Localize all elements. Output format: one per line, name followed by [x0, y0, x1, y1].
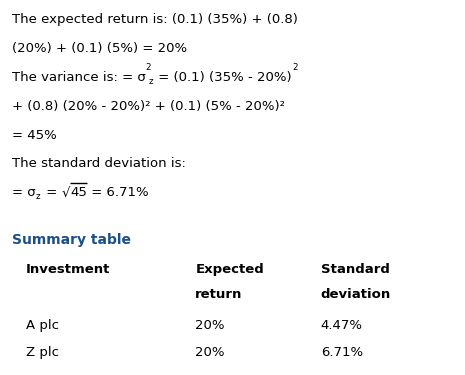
Text: return: return	[195, 288, 243, 301]
Text: Z plc: Z plc	[26, 346, 59, 359]
Text: =: =	[42, 186, 61, 200]
Text: 4.47%: 4.47%	[321, 319, 363, 332]
Text: √: √	[61, 186, 70, 200]
Text: = σ: = σ	[12, 186, 35, 200]
Text: Summary table: Summary table	[12, 232, 131, 247]
Text: = 6.71%: = 6.71%	[87, 186, 149, 200]
Text: 2: 2	[146, 63, 151, 72]
Text: Expected: Expected	[195, 263, 264, 276]
Text: The expected return is: (0.1) (35%) + (0.8): The expected return is: (0.1) (35%) + (0…	[12, 13, 298, 26]
Text: A plc: A plc	[26, 319, 59, 332]
Text: + (0.8) (20% - 20%)² + (0.1) (5% - 20%)²: + (0.8) (20% - 20%)² + (0.1) (5% - 20%)²	[12, 100, 285, 113]
Text: The variance is: = σ: The variance is: = σ	[12, 71, 146, 84]
Text: deviation: deviation	[321, 288, 391, 301]
Text: z: z	[35, 192, 40, 201]
Text: 6.71%: 6.71%	[321, 346, 363, 359]
Text: = 45%: = 45%	[12, 129, 56, 142]
Text: 20%: 20%	[195, 346, 225, 359]
Text: Standard: Standard	[321, 263, 390, 276]
Text: 45: 45	[70, 186, 87, 200]
Text: (20%) + (0.1) (5%) = 20%: (20%) + (0.1) (5%) = 20%	[12, 42, 187, 55]
Text: Investment: Investment	[26, 263, 110, 276]
Text: 20%: 20%	[195, 319, 225, 332]
Text: 2: 2	[292, 63, 298, 72]
Text: = (0.1) (35% - 20%): = (0.1) (35% - 20%)	[154, 71, 292, 84]
Text: z: z	[148, 76, 153, 86]
Text: The standard deviation is:: The standard deviation is:	[12, 158, 186, 171]
